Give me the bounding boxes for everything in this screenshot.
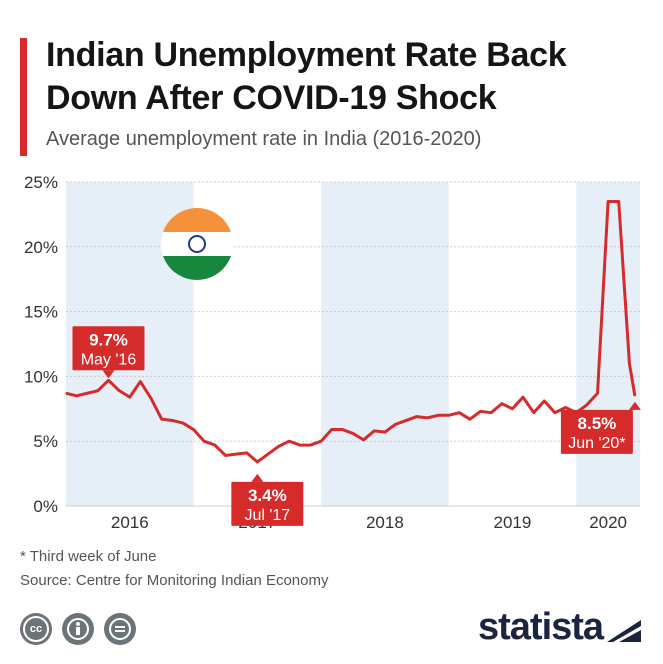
data-point [214, 444, 216, 446]
data-point [373, 430, 375, 432]
annotation-value: 9.7% [89, 330, 128, 349]
statista-logo-mark-icon [607, 620, 641, 642]
creative-commons-icon[interactable]: cc [20, 613, 52, 645]
data-point [75, 395, 78, 397]
source-note: Source: Centre for Monitoring Indian Eco… [20, 572, 329, 589]
data-point [139, 380, 141, 383]
data-point [596, 392, 599, 394]
data-point [565, 406, 567, 409]
data-point [628, 362, 631, 365]
data-point [394, 423, 397, 425]
data-point [490, 412, 492, 414]
india-flag-icon [161, 208, 233, 280]
data-point [607, 200, 609, 203]
data-point [618, 200, 620, 203]
annotation-pointer [251, 473, 264, 482]
data-point [458, 412, 460, 414]
x-tick-label: 2018 [366, 513, 404, 532]
page-title: Indian Unemployment Rate Back Down After… [46, 36, 567, 117]
data-point [288, 440, 290, 442]
data-point [171, 419, 173, 422]
data-point [384, 431, 386, 433]
data-point [182, 422, 184, 424]
footnote: * Third week of June [20, 548, 157, 565]
line-chart: 0%5%10%15%20%25%201620172018201920209.7%… [24, 173, 641, 532]
data-point [501, 403, 503, 405]
data-point [278, 445, 280, 447]
data-point [426, 417, 428, 419]
annotation-pointer [628, 401, 641, 410]
data-point [299, 444, 301, 446]
data-point [129, 396, 131, 398]
x-tick-label: 2020 [589, 513, 627, 532]
data-point [586, 404, 588, 406]
data-point [405, 419, 407, 422]
annotation-box [560, 409, 633, 454]
data-point [320, 440, 322, 442]
data-point [224, 454, 227, 457]
data-point [256, 461, 258, 463]
data-point [554, 412, 556, 414]
y-tick-label: 0% [33, 497, 58, 516]
data-point [246, 452, 248, 454]
data-point [341, 428, 344, 431]
data-point [448, 414, 450, 416]
data-point [309, 444, 312, 446]
data-point [203, 440, 205, 442]
data-point [97, 390, 99, 392]
license-icons: cc [20, 613, 136, 645]
data-point [352, 432, 354, 435]
data-point [150, 397, 152, 400]
annotation-label: May '16 [81, 351, 137, 368]
data-point [86, 392, 88, 394]
annotation-box [72, 326, 145, 371]
data-point [416, 415, 418, 418]
annotation-label: Jul '17 [244, 507, 290, 524]
data-point [511, 408, 514, 410]
data-point [161, 418, 163, 420]
annotation-box [231, 481, 304, 526]
y-tick-label: 10% [24, 367, 58, 386]
data-point [437, 414, 439, 416]
data-point [533, 412, 535, 414]
data-point [267, 453, 269, 455]
statista-logo[interactable]: statista [478, 606, 604, 648]
y-tick-label: 25% [24, 173, 58, 192]
data-point [362, 439, 365, 441]
annotation-label: Jun '20* [568, 435, 625, 452]
year-band [321, 182, 449, 506]
data-point [543, 400, 545, 402]
annotation-value: 8.5% [578, 414, 617, 433]
x-tick-label: 2019 [494, 513, 532, 532]
data-point [522, 396, 524, 398]
no-derivatives-equals-icon[interactable] [104, 613, 136, 645]
accent-bar [20, 38, 27, 156]
data-point [331, 428, 333, 431]
annotation-value: 3.4% [248, 486, 287, 505]
data-point [107, 379, 110, 381]
year-band [576, 182, 640, 506]
y-tick-label: 5% [33, 432, 58, 451]
data-point [479, 410, 482, 412]
annotation-pointer [102, 370, 115, 379]
page-subtitle: Average unemployment rate in India (2016… [46, 128, 482, 150]
data-point [118, 390, 120, 392]
y-tick-label: 15% [24, 303, 58, 322]
y-tick-label: 20% [24, 238, 58, 257]
data-point [469, 418, 471, 420]
data-point [235, 453, 237, 455]
attribution-person-icon[interactable] [62, 613, 94, 645]
data-point [65, 392, 67, 394]
x-tick-label: 2016 [111, 513, 149, 532]
data-point [634, 395, 636, 397]
data-point [192, 428, 195, 431]
